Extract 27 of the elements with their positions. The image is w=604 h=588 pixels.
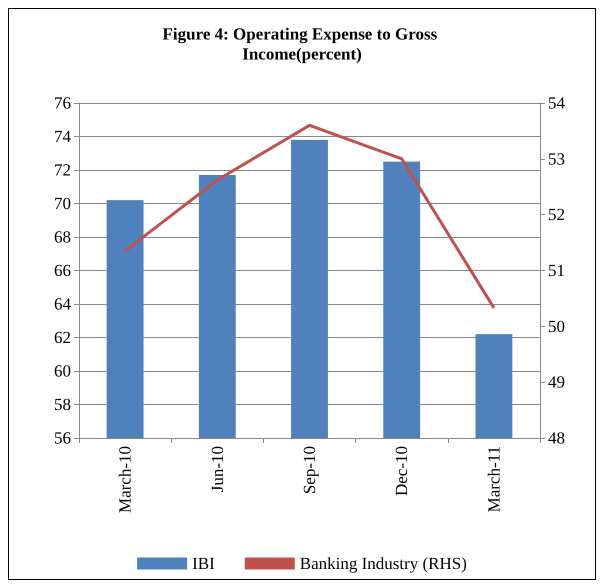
y-tick-label: 64: [54, 294, 72, 314]
y-tick-label: 66: [54, 261, 71, 280]
chart-title: Figure 4: Operating Expense to Gross Income(percent): [162, 24, 442, 64]
y-tick-label: 58: [54, 395, 71, 414]
x-tick-label: Dec-10: [392, 446, 412, 496]
y-tick-label: 56: [54, 428, 71, 448]
y-tick-label: 72: [54, 160, 71, 180]
y-tick-label: 70: [54, 194, 71, 213]
y-tick-label: 60: [54, 362, 71, 380]
x-tick-label: March-11: [484, 446, 504, 512]
x-tick-label: March-10: [116, 446, 135, 514]
y2-tick-label: 48: [548, 428, 565, 448]
y2-tick-label: 51: [548, 261, 565, 280]
y2-tick-label: 54: [548, 94, 566, 112]
line-series: [124, 124, 496, 310]
y-tick-label: 74: [54, 127, 72, 146]
y2-tick-label: 49: [548, 372, 565, 392]
y-tick-label: 62: [54, 328, 71, 347]
y2-tick-label: 53: [548, 149, 565, 168]
x-tick-label: Sep-10: [300, 446, 319, 494]
y2-tick-label: 52: [548, 205, 565, 224]
legend-label: Banking Industry (RHS): [300, 554, 467, 573]
y2-tick-label: 50: [548, 316, 565, 336]
y-tick-label: 76: [54, 94, 71, 112]
x-tick-label: Jun-10: [208, 446, 227, 492]
y-tick-label: 68: [54, 228, 71, 246]
legend-label: IBI: [192, 554, 216, 573]
